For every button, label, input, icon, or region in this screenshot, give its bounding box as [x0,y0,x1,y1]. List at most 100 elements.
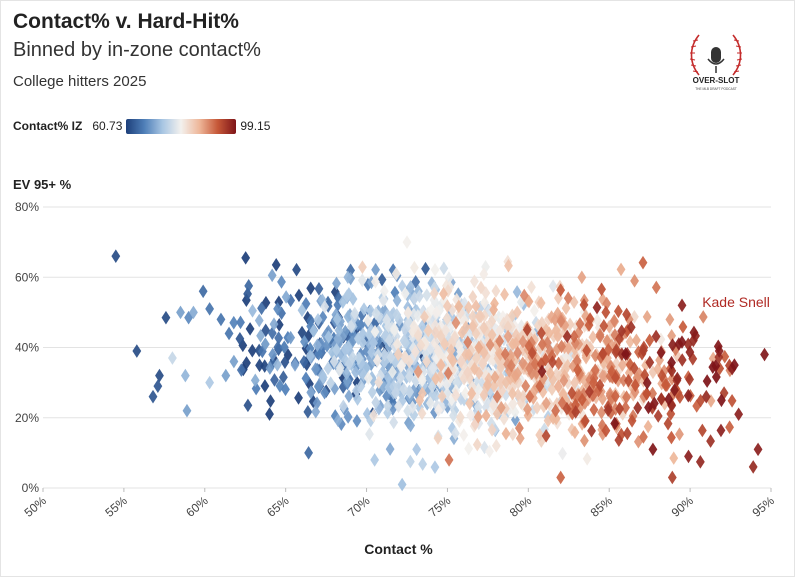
data-point [611,370,620,385]
data-point [638,255,648,270]
data-point [189,305,198,320]
data-point [333,298,343,312]
data-point [518,356,528,371]
data-point [397,477,407,492]
data-point [508,386,517,401]
data-point [260,379,270,393]
data-point [508,427,518,442]
data-point [518,334,528,349]
data-point [311,404,321,419]
data-point [451,388,461,402]
data-point [493,351,503,366]
data-point [391,386,400,400]
data-point [268,347,278,362]
data-point [558,446,567,461]
data-point [625,357,635,372]
data-point [309,324,318,338]
data-point [443,366,453,381]
data-point [492,389,502,404]
x-tick-label: 70% [345,493,373,519]
data-point [748,460,758,474]
data-point [403,305,413,320]
data-point [356,356,366,371]
data-point [470,361,479,376]
data-point [279,340,289,355]
data-point [614,433,624,447]
data-point [488,353,498,367]
data-point [556,470,566,485]
data-point [248,303,257,318]
data-point [527,280,536,294]
data-point [343,270,353,284]
data-point [356,379,366,393]
data-point [602,296,612,311]
data-point [353,392,362,406]
data-point [487,328,497,342]
data-point [363,371,373,385]
data-point [267,268,277,283]
data-point [417,386,427,401]
data-point [244,279,254,293]
data-point [374,375,384,390]
data-point [618,358,627,372]
data-point [254,313,264,328]
data-point [590,363,600,377]
data-point [272,357,282,372]
data-point [589,375,598,390]
data-point [463,365,473,380]
data-point [689,325,699,340]
data-point [417,406,427,421]
data-point [388,402,398,416]
data-point [421,346,431,360]
data-point [371,395,381,410]
data-point [329,354,339,369]
data-point [579,298,589,312]
data-point [630,378,640,393]
data-point [573,363,583,377]
data-point [442,394,452,408]
data-point [603,403,613,417]
data-point [343,340,353,354]
data-point [442,311,452,326]
data-point [485,444,494,459]
data-point [536,296,546,310]
data-point [431,371,441,386]
data-point [677,353,687,367]
data-point [667,364,677,378]
data-point [672,371,682,386]
data-point [168,351,177,365]
data-point [547,382,557,397]
data-point [624,373,633,388]
data-point [241,293,251,308]
data-point [420,310,429,324]
data-point [734,407,744,422]
data-point [479,320,489,335]
data-point [499,412,509,426]
x-tick-label: 75% [426,493,454,519]
data-point [460,386,470,401]
data-point [440,336,449,351]
data-point [554,356,563,371]
x-tick-label: 95% [750,493,778,519]
data-point [314,281,324,296]
data-point [725,358,734,373]
data-point [562,401,572,416]
data-point [496,360,506,375]
data-point [353,331,363,346]
data-point [530,357,540,371]
data-point [343,410,353,424]
data-point [394,399,403,414]
data-point [559,373,569,388]
data-point [480,440,489,455]
data-point [385,442,395,456]
data-point [595,329,605,344]
data-point [286,330,296,345]
data-point [341,342,350,357]
data-point [303,405,313,419]
data-point [155,368,164,383]
gridlines [43,206,771,489]
data-point [425,396,435,410]
data-point [667,398,677,413]
data-point [488,398,498,412]
